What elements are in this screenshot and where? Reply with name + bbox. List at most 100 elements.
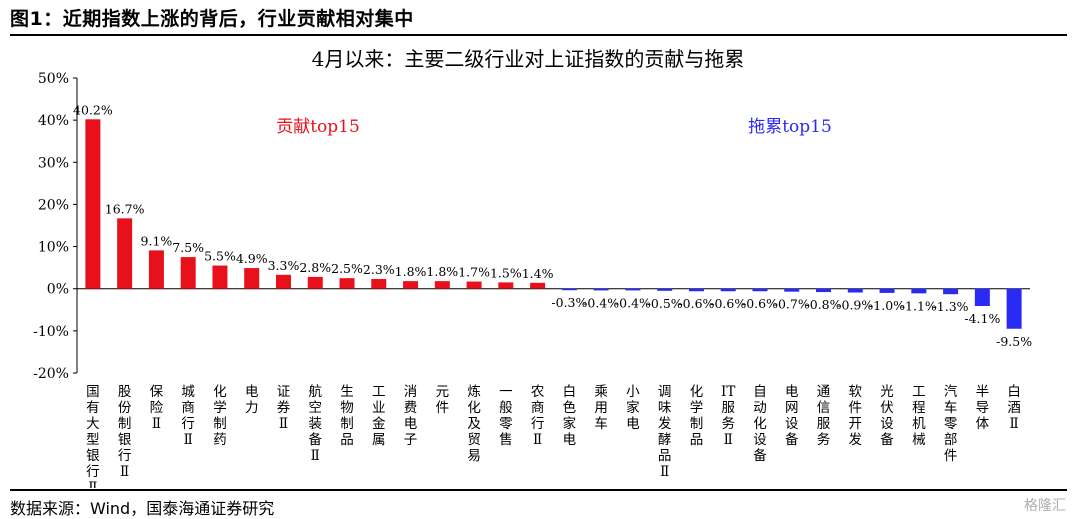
data-label: -0.4% (615, 295, 651, 310)
x-tick-label: 电力 (245, 384, 259, 416)
data-label: 3.3% (268, 258, 300, 273)
data-label: 2.8% (299, 260, 331, 275)
bar (339, 278, 355, 289)
y-tick-label: 0% (47, 282, 69, 298)
bar (911, 288, 927, 294)
data-label: 1.5% (490, 265, 522, 280)
y-tick-label: 20% (38, 197, 69, 213)
bar (816, 288, 832, 293)
bar (434, 281, 450, 289)
data-label: 1.4% (522, 266, 554, 281)
x-tick-label: 城商行 Ⅱ (181, 384, 195, 448)
x-tick-label: 元件 (436, 384, 450, 416)
bar (180, 257, 196, 289)
x-tick-label: 航空装备 Ⅱ (309, 384, 323, 464)
data-label: 40.2% (73, 102, 113, 117)
bar (657, 288, 673, 291)
bar (688, 288, 704, 292)
data-label: 9.1% (141, 233, 173, 248)
bar (498, 282, 514, 289)
x-tick-label: 小家电 (626, 384, 640, 432)
x-tick-label: 半导体 (976, 384, 990, 432)
data-label: 16.7% (105, 201, 145, 216)
data-label: -0.6% (710, 296, 746, 311)
chart-title: 4月以来：主要二级行业对上证指数的贡献与拖累 (312, 47, 745, 71)
y-tick-label: -20% (33, 366, 69, 382)
bar (85, 119, 101, 289)
data-label: 7.5% (172, 240, 204, 255)
data-label: 1.8% (395, 264, 427, 279)
data-label: 2.3% (363, 262, 395, 277)
bar (371, 279, 387, 289)
data-label: 4.9% (236, 251, 268, 266)
x-tick-label: 农商行 Ⅱ (531, 384, 545, 448)
annotation-drag: 拖累top15 (748, 117, 832, 137)
bar (593, 288, 609, 291)
data-label: -0.4% (583, 295, 619, 310)
x-tick-label: 软件开发 (849, 384, 863, 448)
x-tick-label: 电网设备 (785, 384, 799, 448)
y-tick-label: 40% (38, 113, 69, 129)
x-tick-label: 调味发酵品 Ⅱ (658, 384, 672, 480)
bar (530, 282, 546, 289)
x-tick-label: 工程机械 (912, 384, 926, 448)
y-tick-label: 50% (38, 71, 69, 87)
x-tick-label: 生物制品 (340, 384, 354, 448)
data-label: -1.1% (901, 298, 937, 313)
data-label: 1.7% (458, 265, 490, 280)
data-label: -1.0% (869, 298, 905, 313)
x-tick-label: IT 服务 Ⅱ (721, 384, 735, 448)
x-tick-label: 化学制药 (213, 384, 227, 448)
bar (784, 288, 800, 292)
bar (148, 250, 164, 289)
bar (943, 288, 959, 295)
x-tick-label: 化学制品 (690, 384, 704, 448)
x-tick-label: 股份制银行 Ⅱ (118, 384, 132, 480)
x-tick-label: 消费电子 (404, 384, 418, 448)
bar (275, 274, 291, 289)
data-label: -4.1% (964, 311, 1000, 326)
y-tick-label: 10% (38, 240, 69, 256)
data-label: -9.5% (996, 334, 1032, 349)
watermark-logo: 格隆汇 (1024, 498, 1066, 514)
data-label: 2.5% (331, 261, 363, 276)
x-tick-label: 国有大型银行 Ⅱ (86, 384, 100, 488)
x-tick-label: 证券 Ⅱ (277, 384, 291, 432)
bar (466, 281, 482, 289)
data-label: -0.6% (678, 296, 714, 311)
bottom-rule (10, 489, 1067, 491)
y-tick-label: -10% (33, 324, 69, 340)
data-label: -0.8% (806, 297, 842, 312)
data-label: 5.5% (204, 249, 236, 264)
figure-title: 图1：近期指数上涨的背后，行业贡献相对集中 (10, 8, 414, 30)
data-label: 1.8% (426, 264, 458, 279)
x-tick-label: 自动化设备 (753, 384, 767, 464)
bar (403, 281, 419, 289)
x-tick-label: 一般零售 (499, 384, 513, 448)
bar (561, 288, 577, 291)
bar-chart: 4月以来：主要二级行业对上证指数的贡献与拖累 贡献top15 拖累top15 -… (33, 47, 1032, 488)
y-tick-label: 30% (38, 155, 69, 171)
x-tick-label: 光伏设备 (880, 384, 894, 448)
bar (625, 288, 641, 291)
bar (974, 288, 990, 306)
bar (307, 276, 323, 289)
data-label: -0.9% (837, 298, 873, 313)
bar (847, 288, 863, 293)
x-tick-label: 炼化及贸易 (467, 384, 481, 464)
x-tick-label: 通信服务 (817, 384, 831, 448)
data-label: -0.3% (551, 295, 587, 310)
bar (212, 265, 228, 289)
x-tick-label: 汽车零部件 (944, 384, 958, 464)
source-note: 数据来源：Wind，国泰海通证券研究 (10, 499, 275, 518)
data-label: -0.6% (742, 296, 778, 311)
bar (720, 288, 736, 292)
bar (244, 268, 260, 289)
annotation-contrib: 贡献top15 (276, 117, 360, 137)
x-tick-label: 乘用车 (594, 384, 608, 432)
x-tick-label: 工业金属 (372, 384, 386, 448)
x-tick-label: 白色家电 (563, 384, 577, 448)
data-label: -1.3% (933, 299, 969, 314)
data-label: -0.5% (647, 296, 683, 311)
bar (1006, 288, 1022, 329)
